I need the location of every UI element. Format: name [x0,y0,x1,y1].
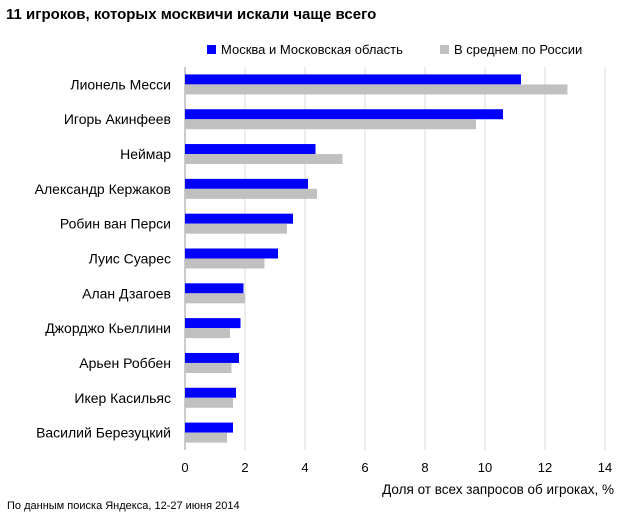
bar-moscow [185,74,521,85]
bar-moscow [185,248,278,259]
category-label: Джорджо Кьеллини [45,320,171,336]
bar-russia [185,258,265,269]
bar-moscow [185,422,233,433]
category-label: Лионель Месси [70,76,171,92]
bar-russia [185,397,233,408]
bar-moscow [185,213,293,224]
x-tick-labels: 0 2 4 6 8 10 12 14 [181,460,612,475]
legend-swatch-russia [440,45,449,54]
source-note: По данным поиска Яндекса, 12-27 июня 201… [7,500,240,512]
legend-label-russia: В среднем по России [454,42,582,57]
category-labels: Лионель Месси Игорь Акинфеев Неймар Алексан… [35,76,172,440]
category-label: Игорь Акинфеев [64,111,171,127]
legend-swatch-moscow [207,45,216,54]
category-label: Луис Суарес [89,251,171,267]
bar-russia [185,223,287,234]
category-label: Робин ван Перси [60,216,171,232]
chart-title: 11 игроков, которых москвичи искали чаще… [6,6,376,23]
bar-moscow [185,178,308,189]
bars [185,74,568,443]
category-label: Арьен Роббен [79,355,171,371]
x-tick-label: 6 [361,460,368,475]
category-label: Неймар [120,146,171,162]
x-tick-label: 10 [478,460,492,475]
bar-russia [185,328,230,339]
bar-moscow [185,283,244,294]
bar-russia [185,188,317,199]
category-label: Алан Дзагоев [82,285,171,301]
x-tick-label: 2 [241,460,248,475]
bar-moscow [185,318,241,329]
legend-label-moscow: Москва и Московская область [221,42,403,57]
bar-moscow [185,352,239,363]
bar-russia [185,362,232,373]
gridlines [184,67,606,450]
bar-russia [185,84,568,95]
x-tick-label: 14 [598,460,612,475]
bar-moscow [185,109,503,120]
category-label: Александр Кержаков [35,181,171,197]
bar-russia [185,293,245,304]
x-tick-label: 12 [538,460,552,475]
category-label: Икер Касильяс [74,390,171,406]
x-axis-title: Доля от всех запросов об игроках, % [382,482,614,497]
x-tick-label: 8 [421,460,428,475]
x-tick-label: 0 [181,460,188,475]
bar-russia [185,154,343,165]
bar-russia [185,119,476,130]
bar-moscow [185,144,316,155]
legend: Москва и Московская область В среднем по… [207,42,582,57]
x-tick-label: 4 [301,460,308,475]
bar-russia [185,432,227,443]
bar-moscow [185,387,236,398]
category-label: Василий Березуцкий [36,425,171,441]
